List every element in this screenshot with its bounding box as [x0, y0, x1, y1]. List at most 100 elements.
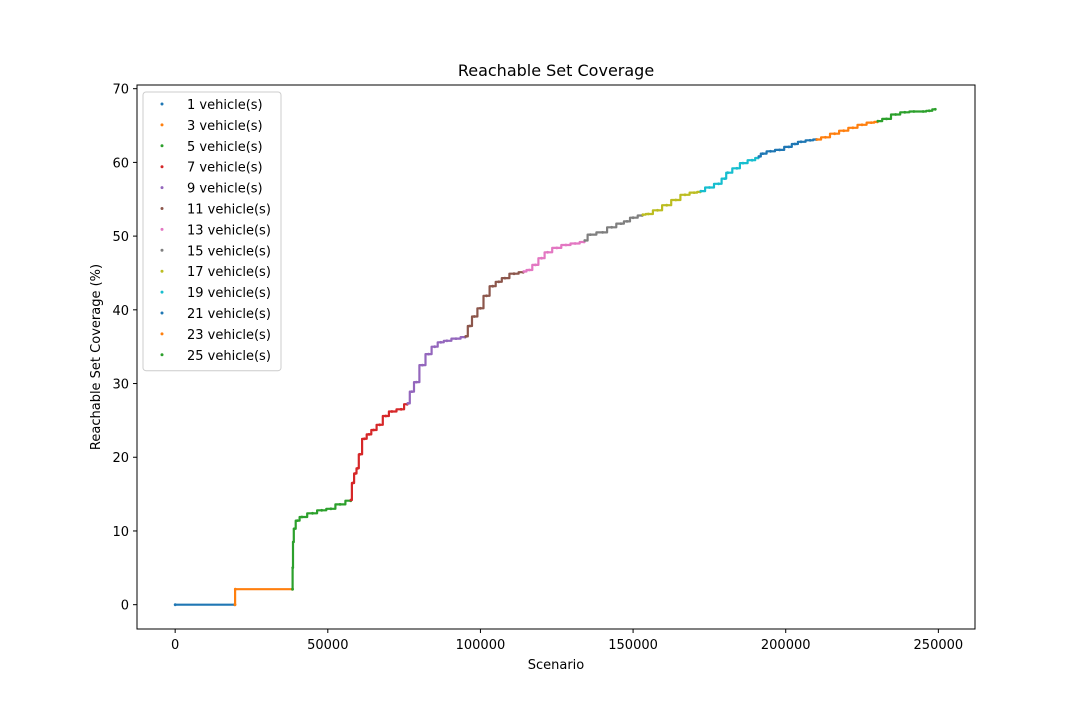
data-point — [472, 315, 476, 318]
legend-label: 9 vehicle(s) — [187, 182, 263, 197]
data-point — [824, 135, 827, 139]
data-point — [351, 481, 355, 485]
data-point — [665, 203, 669, 207]
y-tick-label: 10 — [112, 525, 129, 540]
data-point — [912, 110, 916, 113]
data-point — [384, 414, 388, 418]
x-tick-label: 200000 — [761, 638, 811, 653]
y-tick-label: 0 — [121, 599, 129, 614]
data-point — [311, 511, 314, 515]
y-tick-label: 30 — [112, 378, 129, 393]
series-line-8 — [584, 214, 643, 242]
legend-marker — [160, 102, 164, 106]
data-point — [300, 515, 304, 519]
data-point — [356, 466, 360, 470]
plot-frame — [136, 84, 976, 630]
data-point — [372, 428, 375, 432]
data-point — [921, 110, 925, 113]
data-point — [378, 423, 382, 427]
data-point — [699, 189, 703, 193]
series-5 — [406, 335, 467, 405]
x-tick-label: 250000 — [914, 638, 964, 653]
data-point — [708, 186, 711, 189]
data-point — [894, 113, 897, 116]
data-point — [851, 126, 855, 130]
series-11 — [757, 138, 818, 158]
legend-label: 1 vehicle(s) — [187, 98, 263, 113]
data-point — [390, 410, 394, 413]
data-point — [295, 519, 299, 522]
data-point — [610, 225, 614, 229]
data-point — [601, 231, 604, 234]
series-line-9 — [642, 190, 701, 216]
data-point — [406, 402, 410, 405]
data-point — [399, 407, 403, 411]
data-point — [555, 246, 559, 250]
data-point — [808, 138, 812, 142]
data-point — [320, 508, 324, 512]
data-point — [291, 566, 295, 570]
data-point — [410, 390, 414, 393]
data-point — [757, 155, 761, 158]
series-7 — [522, 240, 586, 273]
legend-label: 7 vehicle(s) — [187, 161, 263, 176]
legend-label: 23 vehicle(s) — [187, 328, 271, 343]
data-point — [497, 280, 501, 284]
series-6 — [464, 270, 525, 338]
legend-box — [142, 91, 282, 372]
data-point — [735, 166, 739, 170]
data-point — [439, 340, 443, 344]
data-point — [741, 161, 745, 165]
data-point — [292, 527, 296, 531]
y-tick-label: 70 — [112, 83, 129, 98]
data-point — [233, 603, 237, 607]
data-point — [485, 294, 488, 298]
data-point — [512, 272, 516, 276]
data-point — [546, 250, 549, 254]
legend-marker — [160, 186, 164, 190]
series-2 — [233, 587, 294, 607]
x-tick-label: 150000 — [608, 638, 658, 653]
data-point — [885, 117, 888, 121]
data-point — [683, 193, 687, 197]
data-point — [353, 472, 357, 475]
series-12 — [815, 120, 879, 141]
y-tick-label: 20 — [112, 451, 129, 466]
series-line-5 — [407, 336, 466, 405]
data-point — [927, 109, 931, 113]
data-point — [349, 498, 353, 502]
data-point — [522, 270, 526, 273]
x-axis-label: Scenario — [528, 658, 585, 673]
data-point — [291, 587, 294, 591]
legend-label: 21 vehicle(s) — [187, 307, 271, 322]
y-tick-label: 40 — [112, 304, 129, 319]
data-point — [723, 177, 727, 181]
legend-label: 13 vehicle(s) — [187, 223, 271, 238]
data-point — [842, 129, 846, 133]
data-point — [619, 222, 623, 226]
data-point — [833, 132, 836, 136]
data-point — [769, 149, 772, 153]
series-13 — [876, 107, 937, 123]
series-10 — [699, 156, 760, 193]
legend-marker — [160, 123, 164, 127]
legend-label: 11 vehicle(s) — [187, 203, 271, 218]
data-point — [631, 216, 635, 220]
data-point — [869, 121, 873, 124]
data-point — [646, 212, 650, 216]
x-tick-label: 0 — [171, 638, 179, 653]
legend-marker — [160, 248, 164, 252]
series-1 — [173, 603, 237, 607]
data-point — [527, 268, 531, 272]
data-point — [173, 603, 177, 607]
data-point — [717, 182, 720, 186]
series-line-12 — [816, 120, 878, 141]
data-point — [291, 540, 295, 544]
legend-marker — [160, 227, 164, 231]
legend: 1 vehicle(s) 3 vehicle(s) 5 vehicle(s) 7 ve… — [142, 91, 282, 372]
series-line-4 — [350, 403, 408, 502]
data-point — [573, 242, 577, 245]
y-tick-label: 50 — [112, 230, 129, 245]
data-point — [358, 452, 362, 456]
